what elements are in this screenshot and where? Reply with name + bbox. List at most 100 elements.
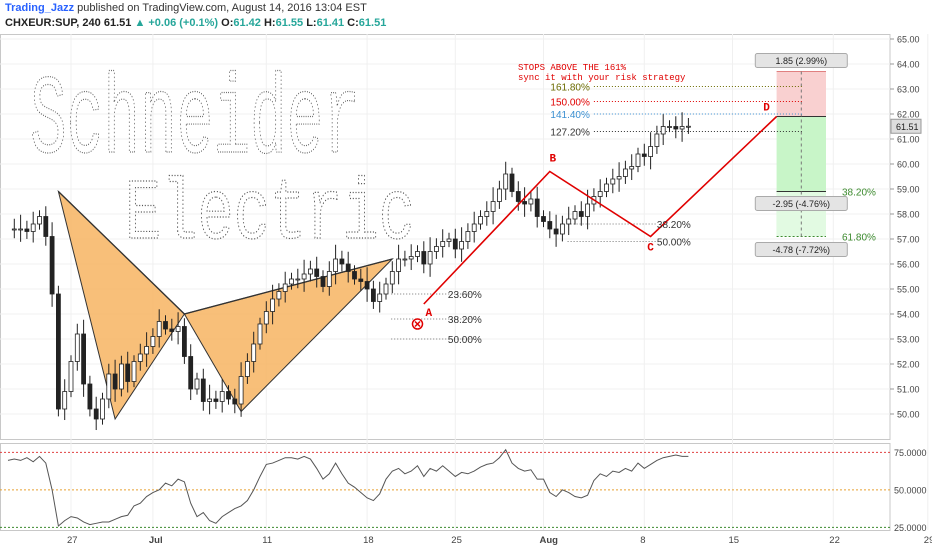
- high-value: 61.55: [275, 17, 304, 29]
- candle-body: [24, 228, 30, 232]
- x-marker-circle: [411, 318, 424, 330]
- candle-body: [87, 383, 93, 410]
- target2-label: -4.78 (-7.72%): [773, 245, 831, 255]
- candle-body: [541, 216, 546, 222]
- candle-body: [604, 183, 609, 192]
- candle-body: [307, 268, 313, 275]
- candle-body: [547, 221, 553, 230]
- candle-body: [578, 211, 584, 217]
- candle-body: [175, 326, 181, 332]
- candle-body: [30, 223, 36, 232]
- candle-body: [326, 271, 332, 287]
- candle-body: [163, 321, 168, 330]
- candle-body: [144, 346, 150, 355]
- extension-label: 127.20%: [550, 128, 590, 139]
- extension-label: 141.40%: [550, 110, 590, 121]
- stop-label-box: [754, 53, 848, 68]
- candle-body: [427, 251, 433, 265]
- x-tick-label: 11: [262, 535, 272, 546]
- abcd-point-label: C: [647, 243, 654, 255]
- candle-body: [131, 361, 137, 382]
- candle-body: [452, 238, 458, 250]
- candle-body: [679, 126, 685, 130]
- candle-body: [515, 191, 521, 202]
- bc-fib-label: 50.00%: [657, 238, 691, 249]
- xa-fib-label: 38.20%: [448, 315, 482, 326]
- y-tick-label: 65.00: [897, 35, 920, 45]
- y-tick-label: 59.00: [897, 185, 920, 195]
- candle-body: [465, 231, 471, 242]
- symbol-label: CHXEUR:SUP, 240: [5, 17, 101, 29]
- stop-note-line-1: STOPS ABOVE THE 161%: [518, 63, 627, 73]
- candle-body: [37, 216, 42, 225]
- candle-body: [18, 228, 24, 231]
- author-link[interactable]: Trading_Jazz: [5, 2, 75, 14]
- xa-fib-label: 23.60%: [448, 290, 482, 301]
- last-price: 61.51: [103, 17, 132, 29]
- y-tick-label: 63.00: [897, 85, 920, 95]
- candle-body: [629, 166, 635, 170]
- x-tick-label: 27: [67, 535, 78, 546]
- candle-body: [188, 356, 194, 390]
- candle-body: [585, 203, 590, 217]
- abcd-point-label: B: [549, 154, 556, 166]
- candle-body: [68, 361, 74, 392]
- y-tick-label: 56.00: [897, 260, 920, 270]
- y-tick-label: 51.00: [897, 385, 920, 395]
- candle-body: [213, 398, 219, 402]
- abcd-point-label: D: [763, 103, 770, 115]
- candle-body: [119, 363, 124, 390]
- candle-body: [370, 288, 376, 302]
- extension-label: 150.00%: [550, 98, 590, 109]
- xabcd-pattern: [57, 189, 394, 421]
- price-change: ▲ +0.06 (+0.1%): [134, 17, 219, 29]
- candle-body: [112, 373, 118, 390]
- candle-body: [503, 173, 509, 190]
- open-label: O:: [221, 17, 234, 29]
- x-tick-label: 22: [829, 535, 840, 546]
- candle-body: [484, 211, 490, 217]
- time-axis[interactable]: 27 Jul 11 18 25 Aug 8 15 22 29: [67, 535, 932, 546]
- xa-fib-label: 50.00%: [448, 335, 482, 346]
- rsi-tick-label: 25.0000: [894, 523, 927, 533]
- candle-body: [339, 258, 345, 265]
- candle-body: [478, 216, 483, 225]
- price-axis[interactable]: 65.00 64.00 63.00 62.00 61.00 60.00 59.00 58.00…: [890, 35, 922, 420]
- watermark-logo: Schneider Electric: [29, 58, 415, 264]
- candle-body: [181, 326, 187, 357]
- target1-label: -2.95 (-4.76%): [773, 199, 831, 209]
- low-value: 61.41: [316, 17, 345, 29]
- bc-fib-label: 38.20%: [657, 220, 691, 231]
- candle-body: [389, 271, 395, 285]
- candle-body: [169, 328, 175, 332]
- x-tick-label: 29: [924, 535, 932, 546]
- x-tick-label: 15: [729, 535, 740, 546]
- y-tick-label: 52.00: [897, 360, 920, 370]
- candle-body: [257, 323, 263, 345]
- y-tick-label: 57.00: [897, 235, 920, 245]
- y-tick-label: 54.00: [897, 310, 920, 320]
- candle-body: [244, 361, 250, 377]
- candle-body: [673, 126, 679, 130]
- candle-body: [560, 223, 565, 235]
- candle-body: [289, 278, 294, 285]
- target2-label-box: [754, 242, 848, 257]
- candle-body: [433, 246, 439, 252]
- candle-body: [56, 293, 61, 410]
- y-tick-label: 50.00: [897, 410, 920, 420]
- candle-body: [534, 198, 540, 217]
- candle-body: [232, 398, 238, 405]
- candle-body: [219, 391, 225, 402]
- candle-body: [597, 191, 603, 197]
- candle-body: [396, 258, 402, 272]
- candle-body: [446, 238, 452, 242]
- candle-body: [276, 291, 282, 300]
- candle-body: [686, 125, 691, 128]
- y-tick-label: 64.00: [897, 60, 920, 70]
- candle-body: [358, 278, 364, 282]
- rsi-panel: 75.0000 50.0000 25.0000: [0, 448, 927, 533]
- close-label: C:: [347, 17, 359, 29]
- x-tick-label: 18: [363, 535, 374, 546]
- candle-body: [200, 378, 206, 402]
